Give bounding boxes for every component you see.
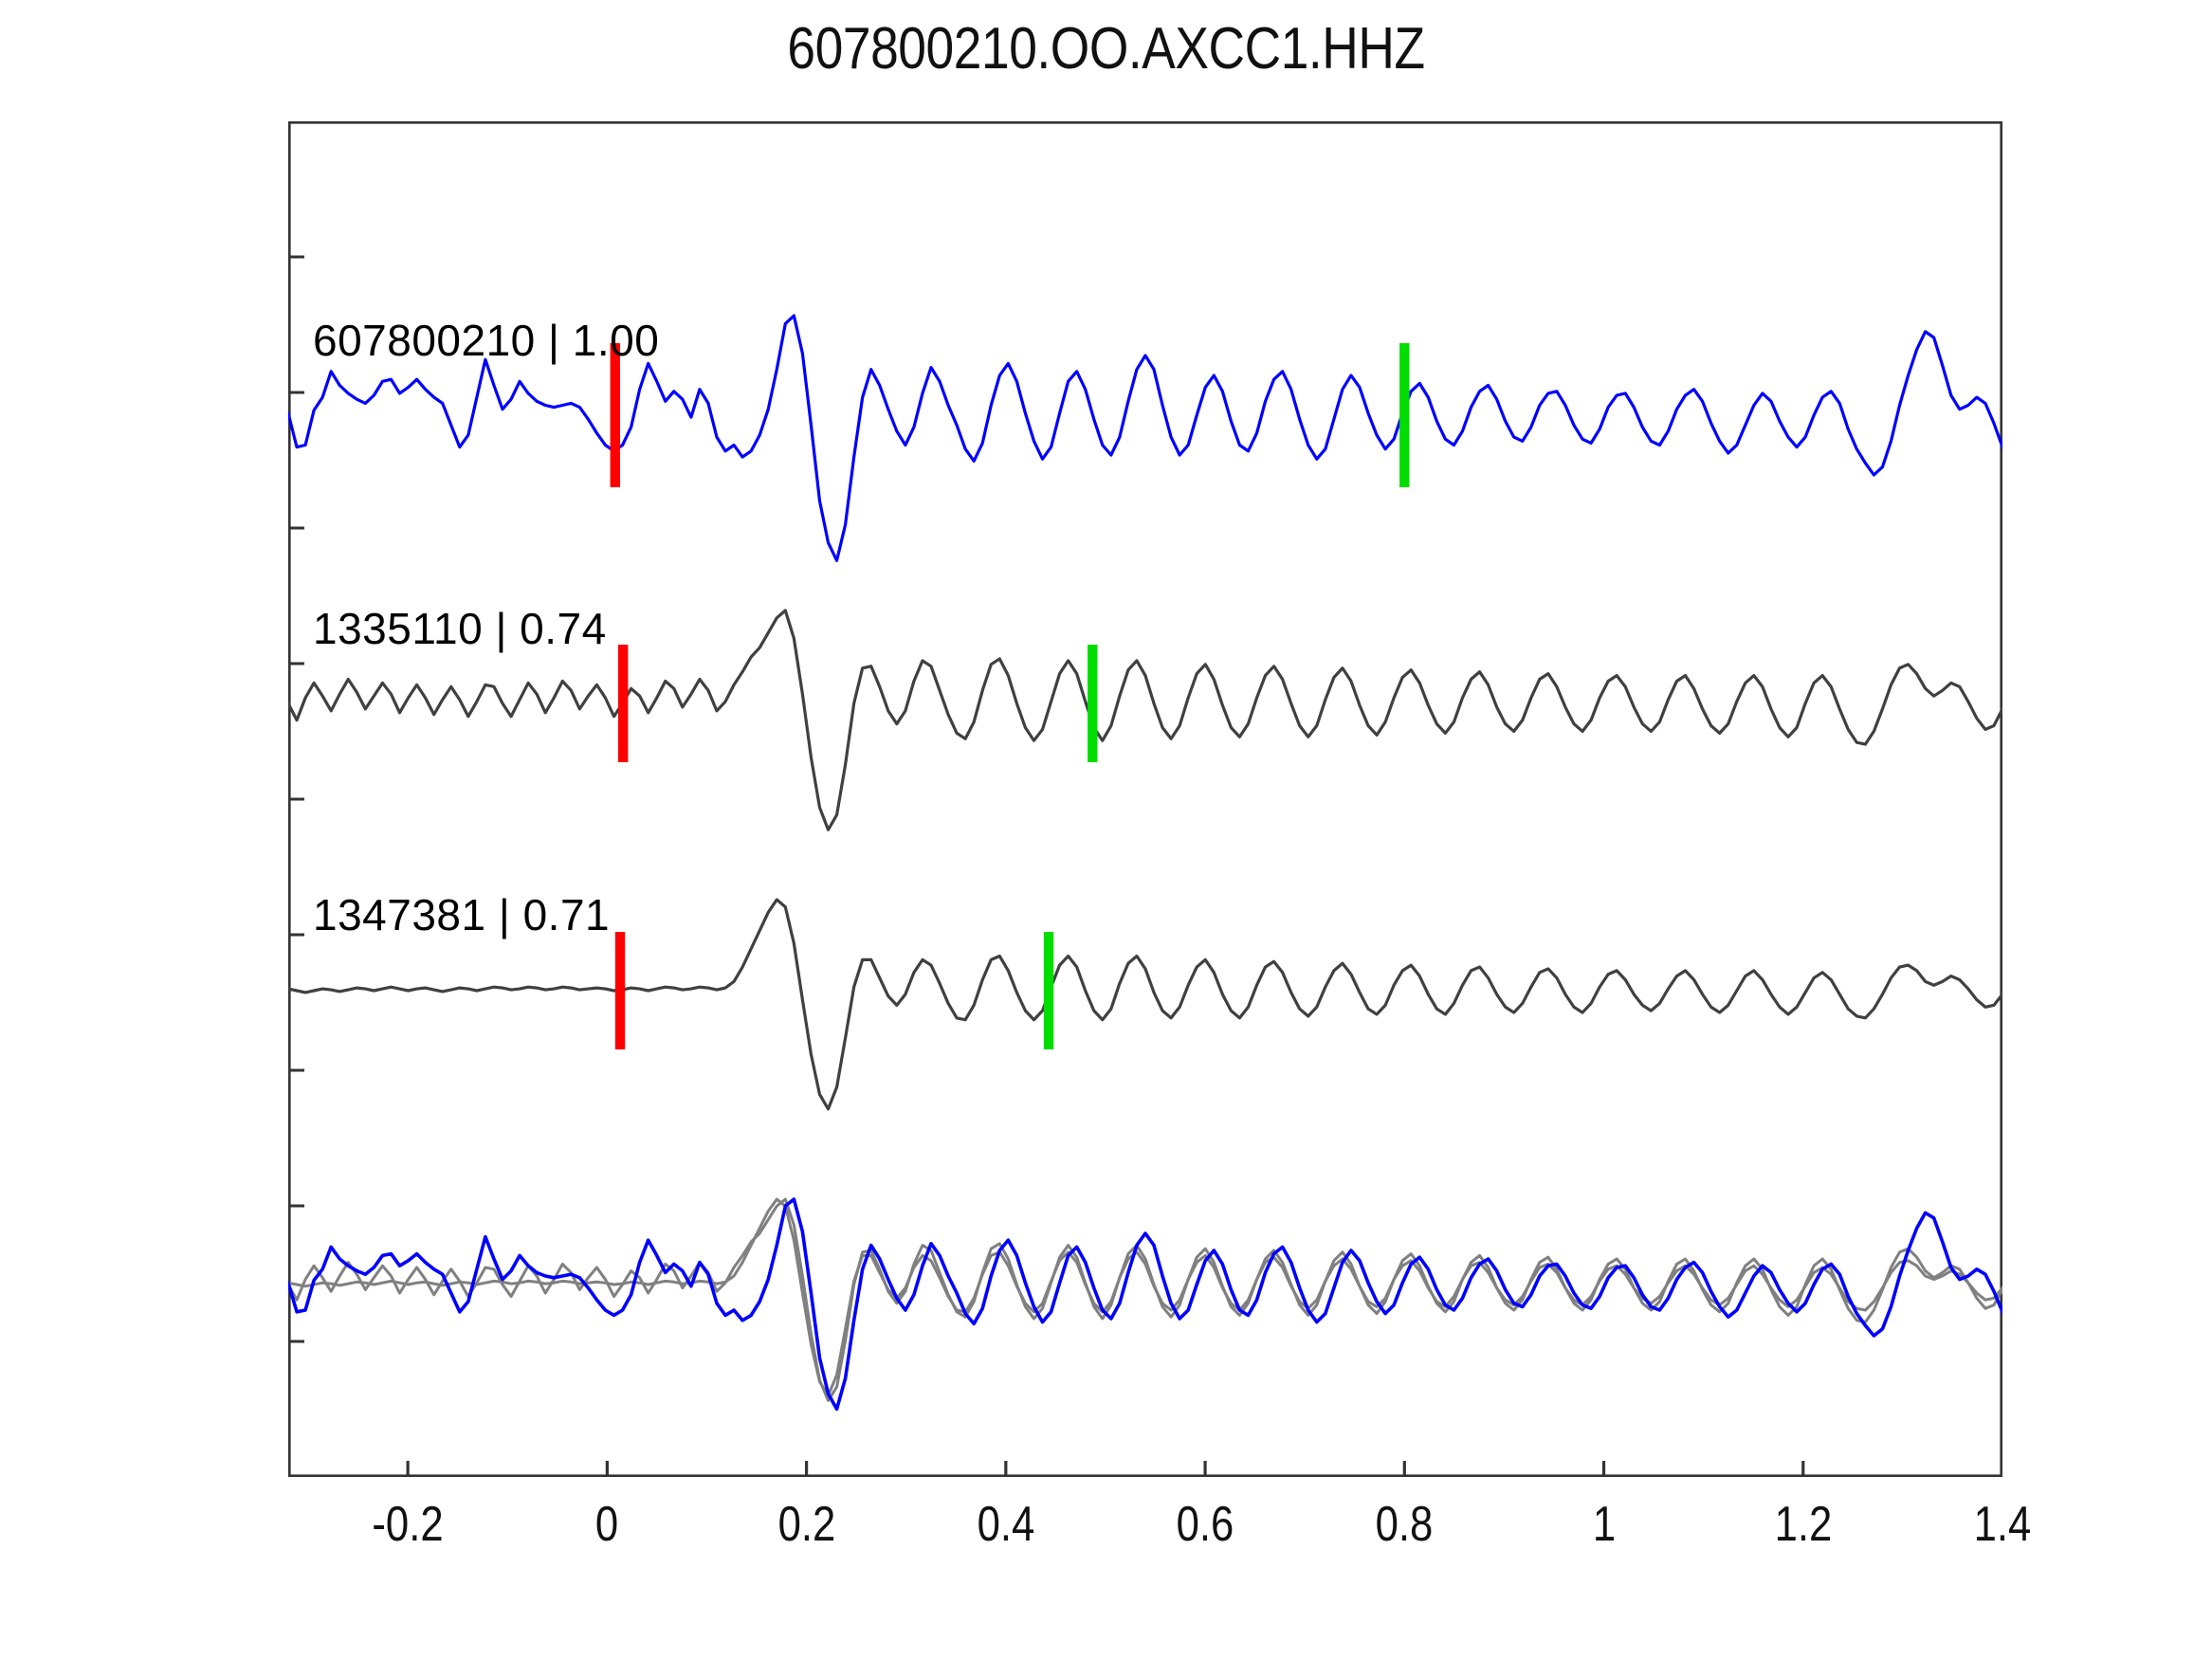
trace-label-1335110: 1335110 | 0.74 xyxy=(313,604,607,653)
x-tick-label-3: 0.4 xyxy=(977,1497,1035,1552)
s-pick-marker-trace-1 xyxy=(1399,343,1410,487)
trace-panel-3 xyxy=(288,898,2002,1111)
p-pick-marker-trace-1 xyxy=(610,343,620,487)
x-tick-label-2: 0.2 xyxy=(777,1497,835,1552)
s-pick-marker-trace-2 xyxy=(1088,645,1098,762)
x-tick-label-0: -0.2 xyxy=(372,1497,444,1552)
trace-panel-1 xyxy=(288,314,2002,562)
x-tick-label-4: 0.6 xyxy=(1176,1497,1234,1552)
x-tick-label-7: 1.2 xyxy=(1774,1497,1833,1552)
x-tick-marks xyxy=(406,1461,2002,1477)
plot-axes xyxy=(288,121,2002,1477)
s-pick-marker-trace-3 xyxy=(1043,932,1054,1049)
trace-panel-2 xyxy=(288,609,2002,831)
x-tick-label-1: 0 xyxy=(595,1497,619,1552)
waveform-line-3 xyxy=(288,898,2002,1111)
trace-label-607800210: 607800210 | 1.00 xyxy=(313,316,660,365)
overlay-waveform-2 xyxy=(288,1197,2002,1402)
page-title: 607800210.OO.AXCC1.HHZ xyxy=(787,16,1425,82)
x-tick-label-5: 0.8 xyxy=(1375,1497,1434,1552)
overlay-waveform-3 xyxy=(288,1197,2002,1397)
waveform-plot xyxy=(288,121,2002,1477)
y-tick-marks xyxy=(288,255,304,1343)
overlay-waveform-1 xyxy=(288,1197,2002,1412)
x-tick-label-8: 1.4 xyxy=(1973,1497,2032,1552)
overlay-panel xyxy=(288,1197,2002,1412)
x-tick-label-6: 1 xyxy=(1592,1497,1616,1552)
p-pick-marker-trace-3 xyxy=(614,932,626,1049)
waveform-line-2 xyxy=(288,609,2002,831)
waveform-line-1 xyxy=(288,314,2002,562)
trace-label-1347381: 1347381 | 0.71 xyxy=(313,890,611,939)
p-pick-marker-trace-2 xyxy=(617,645,629,762)
